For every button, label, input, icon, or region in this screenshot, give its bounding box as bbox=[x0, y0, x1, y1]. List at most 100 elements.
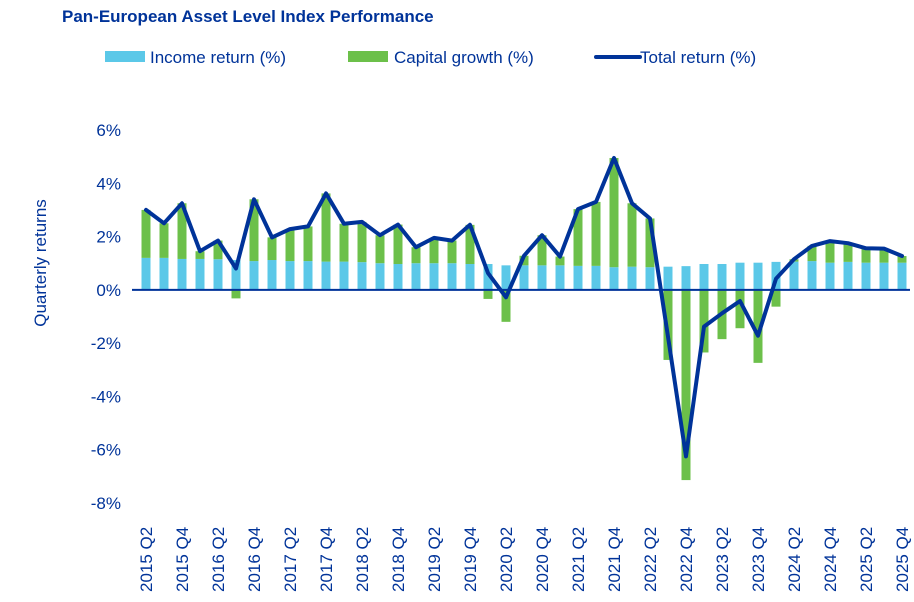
income-bar bbox=[141, 257, 151, 290]
capital-bar bbox=[825, 241, 835, 263]
bar-group bbox=[213, 240, 223, 290]
x-tick-label: 2020 Q2 bbox=[497, 527, 516, 592]
x-tick-label: 2024 Q2 bbox=[785, 527, 804, 592]
income-bar bbox=[375, 263, 385, 290]
capital-bar bbox=[411, 247, 421, 264]
capital-bar bbox=[141, 209, 151, 258]
capital-bar bbox=[303, 226, 313, 262]
income-bar bbox=[789, 261, 799, 290]
bar-group bbox=[411, 247, 421, 290]
x-tick-label: 2016 Q2 bbox=[209, 527, 228, 592]
income-bar bbox=[573, 265, 583, 290]
x-tick-label: 2022 Q2 bbox=[641, 527, 660, 592]
bar-group bbox=[735, 262, 745, 329]
x-tick-label: 2019 Q2 bbox=[425, 527, 444, 592]
bar-group bbox=[537, 235, 547, 290]
capital-bar bbox=[375, 235, 385, 264]
capital-bar bbox=[573, 209, 583, 266]
capital-bar bbox=[447, 240, 457, 264]
capital-bar bbox=[159, 223, 169, 258]
x-tick-label: 2024 Q4 bbox=[821, 527, 840, 592]
capital-bar bbox=[483, 289, 493, 299]
capital-bar bbox=[339, 223, 349, 262]
bar-group bbox=[285, 229, 295, 290]
capital-bar bbox=[735, 289, 745, 329]
capital-bar bbox=[357, 221, 367, 263]
capital-bar bbox=[213, 240, 223, 260]
income-bar bbox=[483, 264, 493, 290]
capital-bar bbox=[249, 199, 259, 262]
x-tick-label: 2025 Q2 bbox=[857, 527, 876, 592]
bar-group bbox=[861, 248, 871, 290]
income-bar bbox=[807, 261, 817, 290]
income-bar bbox=[429, 263, 439, 290]
capital-bar bbox=[591, 201, 601, 266]
income-bar bbox=[465, 264, 475, 290]
bar-group bbox=[609, 157, 619, 290]
y-tick-label: 6% bbox=[96, 121, 121, 140]
income-bar bbox=[447, 263, 457, 290]
y-tick-label: 2% bbox=[96, 228, 121, 247]
income-bar bbox=[897, 262, 907, 290]
capital-bar bbox=[429, 237, 439, 264]
bar-group bbox=[321, 193, 331, 290]
income-bar bbox=[879, 262, 889, 290]
income-bar bbox=[609, 267, 619, 290]
bar-group bbox=[141, 209, 151, 290]
bar-group bbox=[645, 218, 655, 290]
bar-group bbox=[879, 248, 889, 290]
x-tick-label: 2015 Q4 bbox=[173, 527, 192, 592]
legend-swatch-capital bbox=[348, 51, 388, 62]
capital-bar bbox=[195, 251, 205, 259]
capital-bar bbox=[861, 248, 871, 263]
income-bar bbox=[843, 261, 853, 290]
total-return-line bbox=[144, 156, 904, 459]
bar-group bbox=[825, 241, 835, 290]
legend-label-capital: Capital growth (%) bbox=[394, 48, 534, 67]
capital-bar bbox=[321, 193, 331, 262]
bar-group bbox=[195, 251, 205, 290]
bar-group bbox=[681, 266, 691, 481]
bar-group bbox=[177, 203, 187, 290]
capital-bar bbox=[537, 235, 547, 266]
income-bar bbox=[825, 262, 835, 290]
x-tick-label: 2018 Q4 bbox=[389, 527, 408, 592]
income-bar bbox=[537, 265, 547, 290]
x-tick-label: 2021 Q4 bbox=[605, 527, 624, 592]
x-tick-label: 2015 Q2 bbox=[137, 527, 156, 592]
income-bar bbox=[267, 260, 277, 290]
capital-bar bbox=[555, 256, 565, 266]
capital-bar bbox=[465, 224, 475, 265]
income-bar bbox=[753, 262, 763, 290]
bar-group bbox=[465, 224, 475, 290]
income-bar bbox=[195, 258, 205, 290]
legend-swatch-income bbox=[105, 51, 145, 62]
capital-bar bbox=[843, 243, 853, 262]
income-bar bbox=[285, 261, 295, 290]
bar-group bbox=[375, 235, 385, 290]
income-bar bbox=[627, 266, 637, 290]
capital-bar bbox=[177, 203, 187, 259]
bar-group bbox=[483, 264, 493, 299]
income-bar bbox=[249, 261, 259, 290]
legend-label-income: Income return (%) bbox=[150, 48, 286, 67]
x-tick-label: 2017 Q2 bbox=[281, 527, 300, 592]
income-bar bbox=[645, 267, 655, 290]
y-tick-label: -4% bbox=[91, 387, 121, 406]
capital-bar bbox=[771, 289, 781, 307]
y-tick-label: -6% bbox=[91, 441, 121, 460]
income-bar bbox=[735, 262, 745, 290]
income-bar bbox=[717, 264, 727, 290]
capital-bar bbox=[231, 289, 241, 299]
bar-group bbox=[897, 256, 907, 290]
y-tick-label: -8% bbox=[91, 494, 121, 513]
bar-group bbox=[807, 245, 817, 290]
bar-group bbox=[231, 260, 241, 299]
capital-bar bbox=[681, 289, 691, 481]
x-tick-label: 2019 Q4 bbox=[461, 527, 480, 592]
income-bar bbox=[861, 262, 871, 290]
income-bar bbox=[339, 261, 349, 290]
bar-group bbox=[843, 243, 853, 290]
bar-group bbox=[555, 256, 565, 290]
